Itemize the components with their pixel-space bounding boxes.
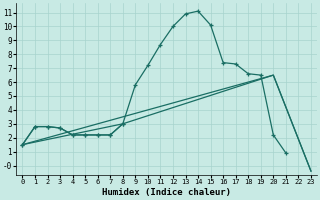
- X-axis label: Humidex (Indice chaleur): Humidex (Indice chaleur): [102, 188, 231, 197]
